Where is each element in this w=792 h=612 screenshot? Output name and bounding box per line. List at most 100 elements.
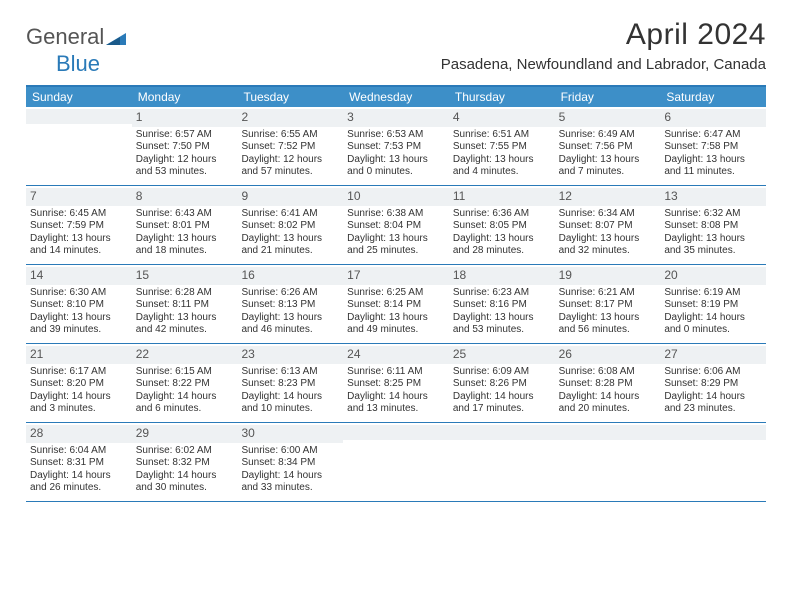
day-number-row: 20	[660, 267, 766, 285]
day-sunset: Sunset: 8:05 PM	[453, 220, 551, 233]
day-dl1: Daylight: 13 hours	[30, 312, 128, 325]
day-dl1: Daylight: 14 hours	[241, 470, 339, 483]
day-cell: 18Sunrise: 6:23 AMSunset: 8:16 PMDayligh…	[449, 265, 555, 343]
day-dl2: and 4 minutes.	[453, 166, 551, 179]
day-sunrise: Sunrise: 6:55 AM	[241, 129, 339, 142]
day-dl1: Daylight: 14 hours	[241, 391, 339, 404]
day-dl2: and 0 minutes.	[347, 166, 445, 179]
day-number-row: 16	[237, 267, 343, 285]
day-number-row: 28	[26, 425, 132, 443]
day-cell	[343, 423, 449, 501]
day-number: 12	[559, 189, 572, 203]
day-number-row: 14	[26, 267, 132, 285]
day-number: 25	[453, 347, 466, 361]
day-number-row: 7	[26, 188, 132, 206]
day-dl1: Daylight: 13 hours	[30, 233, 128, 246]
day-dl2: and 56 minutes.	[559, 324, 657, 337]
day-number-row: 15	[132, 267, 238, 285]
day-number-row: 17	[343, 267, 449, 285]
day-number-row: 3	[343, 109, 449, 127]
weekday-thu: Thursday	[449, 87, 555, 107]
day-dl1: Daylight: 13 hours	[559, 154, 657, 167]
day-cell: 8Sunrise: 6:43 AMSunset: 8:01 PMDaylight…	[132, 186, 238, 264]
title-block: April 2024 Pasadena, Newfoundland and La…	[441, 18, 766, 73]
day-number: 30	[241, 426, 254, 440]
day-number-row: 10	[343, 188, 449, 206]
day-number: 7	[30, 189, 37, 203]
week-row: 28Sunrise: 6:04 AMSunset: 8:31 PMDayligh…	[26, 423, 766, 502]
day-sunrise: Sunrise: 6:43 AM	[136, 208, 234, 221]
week-row: 1Sunrise: 6:57 AMSunset: 7:50 PMDaylight…	[26, 107, 766, 186]
day-sunrise: Sunrise: 6:15 AM	[136, 366, 234, 379]
day-sunrise: Sunrise: 6:11 AM	[347, 366, 445, 379]
day-sunrise: Sunrise: 6:02 AM	[136, 445, 234, 458]
day-sunset: Sunset: 8:04 PM	[347, 220, 445, 233]
day-sunset: Sunset: 8:25 PM	[347, 378, 445, 391]
day-cell: 21Sunrise: 6:17 AMSunset: 8:20 PMDayligh…	[26, 344, 132, 422]
weekday-row: Sunday Monday Tuesday Wednesday Thursday…	[26, 87, 766, 107]
day-cell: 6Sunrise: 6:47 AMSunset: 7:58 PMDaylight…	[660, 107, 766, 185]
day-dl2: and 30 minutes.	[136, 482, 234, 495]
day-number-row: 13	[660, 188, 766, 206]
day-cell: 9Sunrise: 6:41 AMSunset: 8:02 PMDaylight…	[237, 186, 343, 264]
day-dl1: Daylight: 12 hours	[241, 154, 339, 167]
day-number-row: 18	[449, 267, 555, 285]
day-dl2: and 18 minutes.	[136, 245, 234, 258]
day-sunrise: Sunrise: 6:51 AM	[453, 129, 551, 142]
day-dl1: Daylight: 13 hours	[559, 233, 657, 246]
day-sunrise: Sunrise: 6:08 AM	[559, 366, 657, 379]
day-cell: 10Sunrise: 6:38 AMSunset: 8:04 PMDayligh…	[343, 186, 449, 264]
day-dl2: and 53 minutes.	[136, 166, 234, 179]
day-sunrise: Sunrise: 6:25 AM	[347, 287, 445, 300]
day-dl2: and 57 minutes.	[241, 166, 339, 179]
week-row: 21 Sunrise: 6:17 AMSunset: 8:20 PM Dayligh…	[26, 344, 766, 423]
logo-text: GeneralBlue	[26, 24, 126, 77]
weekday-mon: Monday	[132, 87, 238, 107]
day-number: 8	[136, 189, 143, 203]
logo-word-blue: Blue	[56, 51, 100, 76]
day-sunset: Sunset: 7:58 PM	[664, 141, 762, 154]
day-sunrise: Sunrise: 6:17 AM	[30, 366, 128, 379]
day-sunrise: Sunrise: 6:47 AM	[664, 129, 762, 142]
day-sunset: Sunset: 8:19 PM	[664, 299, 762, 312]
day-cell: 25Sunrise: 6:09 AMSunset: 8:26 PMDayligh…	[449, 344, 555, 422]
day-dl2: and 39 minutes.	[30, 324, 128, 337]
day-sunrise: Sunrise: 6:30 AM	[30, 287, 128, 300]
day-number: 14	[30, 268, 43, 282]
day-sunset: Sunset: 8:07 PM	[559, 220, 657, 233]
day-cell: 17Sunrise: 6:25 AMSunset: 8:14 PMDayligh…	[343, 265, 449, 343]
day-number: 4	[453, 110, 460, 124]
weekday-tue: Tuesday	[237, 87, 343, 107]
day-cell: 28Sunrise: 6:04 AMSunset: 8:31 PMDayligh…	[26, 423, 132, 501]
day-sunset: Sunset: 8:01 PM	[136, 220, 234, 233]
day-cell: 19Sunrise: 6:21 AMSunset: 8:17 PMDayligh…	[555, 265, 661, 343]
day-dl2: and 14 minutes.	[30, 245, 128, 258]
day-cell: 7Sunrise: 6:45 AMSunset: 7:59 PMDaylight…	[26, 186, 132, 264]
day-number-row: 1	[132, 109, 238, 127]
day-cell: 3Sunrise: 6:53 AMSunset: 7:53 PMDaylight…	[343, 107, 449, 185]
day-cell: 27Sunrise: 6:06 AMSunset: 8:29 PMDayligh…	[660, 344, 766, 422]
day-dl2: and 32 minutes.	[559, 245, 657, 258]
day-dl2: and 20 minutes.	[559, 403, 657, 416]
day-dl2: and 35 minutes.	[664, 245, 762, 258]
day-number-row	[343, 425, 449, 440]
day-number-row: 23	[237, 346, 343, 364]
day-number-row: 2	[237, 109, 343, 127]
day-cell: 15Sunrise: 6:28 AMSunset: 8:11 PMDayligh…	[132, 265, 238, 343]
day-sunset: Sunset: 8:02 PM	[241, 220, 339, 233]
day-sunset: Sunset: 8:29 PM	[664, 378, 762, 391]
day-number: 21	[30, 347, 43, 361]
day-sunset: Sunset: 8:14 PM	[347, 299, 445, 312]
day-cell: 1Sunrise: 6:57 AMSunset: 7:50 PMDaylight…	[132, 107, 238, 185]
day-dl1: Daylight: 14 hours	[664, 312, 762, 325]
day-sunrise: Sunrise: 6:23 AM	[453, 287, 551, 300]
page: GeneralBlue April 2024 Pasadena, Newfoun…	[0, 0, 792, 502]
day-dl1: Daylight: 13 hours	[347, 154, 445, 167]
day-number-row	[449, 425, 555, 440]
day-sunset: Sunset: 7:59 PM	[30, 220, 128, 233]
day-sunset: Sunset: 7:53 PM	[347, 141, 445, 154]
day-sunset: Sunset: 8:20 PM	[30, 378, 128, 391]
day-sunrise: Sunrise: 6:04 AM	[30, 445, 128, 458]
day-number: 16	[241, 268, 254, 282]
day-number-row: 11	[449, 188, 555, 206]
